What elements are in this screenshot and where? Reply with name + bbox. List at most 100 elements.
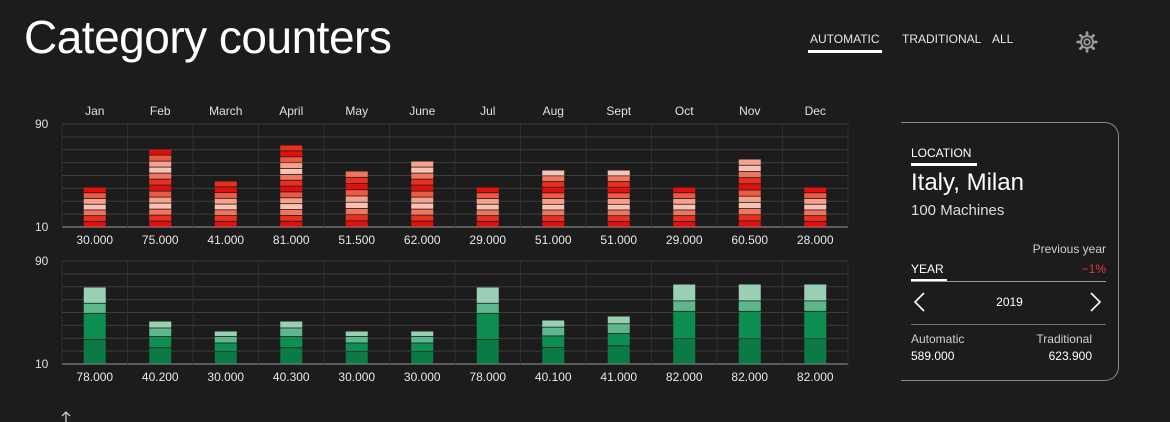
bar-segment: [673, 198, 696, 204]
bar-segment: [149, 167, 172, 173]
bar-segment: [214, 210, 237, 216]
bar-segment: [411, 161, 434, 167]
traditional-chart: 90 10 78.000 40.200 30.000 40.300 30.000 30.000…: [35, 254, 849, 384]
traditional-total-value: 623.900: [1048, 349, 1092, 363]
bar-segment: [411, 197, 434, 203]
bar-segment: [411, 209, 434, 215]
automatic-bar[interactable]: [345, 171, 368, 227]
bar-segment: [476, 216, 499, 221]
filter-all[interactable]: ALL: [992, 32, 1014, 46]
bar-segment: [345, 202, 368, 209]
traditional-bar[interactable]: [476, 287, 499, 364]
y-tick-label: 10: [35, 220, 49, 234]
bar-segment: [804, 210, 827, 216]
bar-segment: [738, 301, 761, 311]
traditional-bar[interactable]: [345, 331, 368, 364]
automatic-bar[interactable]: [476, 187, 499, 227]
traditional-bar[interactable]: [214, 331, 237, 364]
filter-automatic[interactable]: AUTOMATIC: [808, 32, 882, 53]
automatic-bar[interactable]: [411, 161, 434, 227]
bar-segment: [280, 215, 303, 221]
bar-segment: [280, 328, 303, 337]
bar-segment: [542, 221, 565, 227]
bar-segment: [607, 181, 630, 187]
bar-segment: [542, 216, 565, 221]
bar-segment: [738, 165, 761, 172]
month-label: Dec: [805, 104, 826, 118]
traditional-bar[interactable]: [804, 284, 827, 364]
bar-segment: [345, 208, 368, 215]
bar-value-label: 82.000: [666, 370, 703, 384]
bar-segment: [738, 221, 761, 227]
automatic-total-value: 589.000: [911, 349, 955, 363]
month-label: April: [279, 104, 303, 118]
bar-segment: [738, 311, 761, 339]
automatic-bar[interactable]: [607, 170, 630, 227]
bar-segment: [149, 328, 172, 337]
chevron-left-icon[interactable]: [911, 291, 929, 313]
traditional-bar[interactable]: [542, 320, 565, 364]
bar-segment: [738, 184, 761, 190]
bar-segment: [411, 173, 434, 179]
bar-segment: [83, 287, 106, 303]
bar-segment: [345, 221, 368, 227]
filter-traditional[interactable]: TRADITIONAL: [902, 32, 982, 46]
bar-segment: [607, 216, 630, 221]
automatic-bar[interactable]: [673, 187, 696, 227]
bar-segment: [214, 331, 237, 336]
month-label: Nov: [739, 104, 760, 118]
bar-segment: [738, 171, 761, 178]
bar-segment: [411, 221, 434, 227]
traditional-bar[interactable]: [280, 321, 303, 364]
traditional-bar[interactable]: [83, 287, 106, 364]
bar-segment: [738, 196, 761, 202]
location-card: LOCATION Italy, Milan 100 Machines Previ…: [901, 122, 1119, 381]
bar-segment: [476, 339, 499, 364]
bar-segment: [607, 170, 630, 176]
bar-segment: [149, 209, 172, 215]
bar-segment: [345, 177, 368, 184]
y-tick-label: 90: [35, 117, 49, 131]
bar-segment: [83, 216, 106, 221]
bar-segment: [738, 159, 761, 165]
bar-segment: [476, 303, 499, 313]
automatic-bar[interactable]: [83, 187, 106, 227]
automatic-bar[interactable]: [214, 181, 237, 227]
bar-value-label: 30.000: [76, 233, 113, 247]
bar-segment: [542, 327, 565, 336]
automatic-bar[interactable]: [804, 187, 827, 227]
machine-count: 100 Machines: [911, 202, 1005, 219]
traditional-bar[interactable]: [607, 316, 630, 364]
bar-segment: [149, 336, 172, 348]
bar-segment: [149, 149, 172, 155]
bar-segment: [411, 185, 434, 191]
bar-segment: [607, 193, 630, 199]
bar-segment: [542, 210, 565, 216]
monthly-bar-charts: Jan Feb March April May June Jul Aug Sept Oct Nov D…: [35, 104, 849, 384]
bar-segment: [738, 202, 761, 209]
automatic-bar[interactable]: [280, 145, 303, 227]
gear-icon[interactable]: [1076, 31, 1098, 53]
location-city: Italy, Milan: [911, 169, 1024, 196]
bar-value-label: 51.000: [600, 233, 637, 247]
bar-value-label: 40.200: [142, 370, 179, 384]
bar-segment: [83, 303, 106, 313]
traditional-bar[interactable]: [411, 331, 434, 364]
bar-segment: [149, 185, 172, 191]
bar-segment: [542, 170, 565, 176]
automatic-bar[interactable]: [542, 170, 565, 227]
bar-segment: [149, 173, 172, 179]
bar-segment: [673, 216, 696, 221]
traditional-bar[interactable]: [149, 321, 172, 364]
bar-segment: [214, 181, 237, 187]
bar-segment: [345, 196, 368, 202]
traditional-bar[interactable]: [738, 284, 761, 364]
bar-segment: [83, 198, 106, 204]
automatic-bar[interactable]: [149, 149, 172, 227]
automatic-bar[interactable]: [738, 159, 761, 227]
bar-segment: [804, 204, 827, 210]
chevron-right-icon[interactable]: [1086, 291, 1104, 313]
arrow-up-icon[interactable]: [60, 410, 72, 422]
bar-segment: [214, 336, 237, 343]
traditional-bar[interactable]: [673, 284, 696, 364]
